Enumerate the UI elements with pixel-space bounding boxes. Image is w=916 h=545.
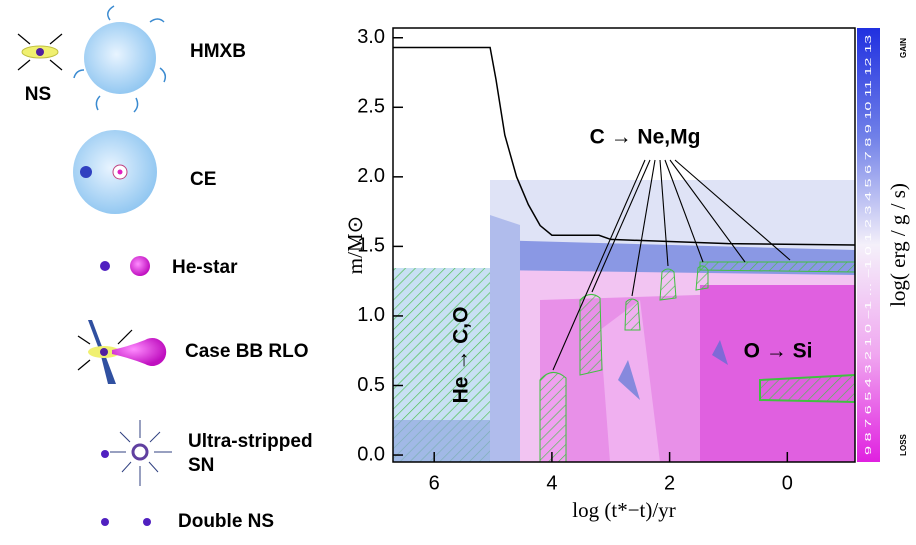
ns-label: NS bbox=[25, 84, 51, 105]
stage-label: SN bbox=[188, 455, 214, 476]
stage-label: Ultra-stripped bbox=[188, 431, 313, 452]
x-tick-label: 4 bbox=[546, 472, 557, 494]
stage-label: Double NS bbox=[178, 511, 274, 532]
shading bbox=[393, 180, 855, 462]
annotation: He → C,O bbox=[450, 307, 473, 404]
x-axis-label: log (t*−t)/yr bbox=[572, 498, 675, 522]
y-tick-label: 1.0 bbox=[357, 304, 385, 326]
y-tick-label: 0.0 bbox=[357, 443, 385, 465]
colorbar bbox=[857, 28, 880, 462]
y-tick-label: 1.5 bbox=[357, 235, 385, 257]
annotation: O → Si bbox=[744, 340, 813, 363]
colorbar-ticks: 9 8 7 6 5 4 3 2 1 0 −1 ... −1 0 1 2 3 4 … bbox=[864, 34, 873, 455]
x-tick-label: 0 bbox=[782, 472, 793, 494]
stage-label: Case BB RLO bbox=[185, 341, 309, 362]
x-tick-label: 6 bbox=[429, 472, 440, 494]
stage-label: HMXB bbox=[190, 41, 246, 62]
mass-line bbox=[393, 46, 856, 246]
y-axis-label: m/M⊙ bbox=[343, 216, 367, 274]
stage-label: He-star bbox=[172, 257, 238, 278]
cartoon bbox=[17, 5, 172, 526]
y-tick-label: 3.0 bbox=[357, 26, 385, 48]
annotation: C → Ne,Mg bbox=[590, 126, 701, 149]
y-tick-label: 0.5 bbox=[357, 374, 385, 396]
colorbar-gain: GAIN bbox=[899, 38, 908, 58]
stage-label: CE bbox=[190, 169, 216, 190]
colorbar-label: log( erg / g / s) bbox=[886, 183, 910, 307]
y-tick-label: 2.0 bbox=[357, 165, 385, 187]
colorbar-loss: LOSS bbox=[899, 433, 908, 455]
x-tick-label: 2 bbox=[664, 472, 675, 494]
y-tick-label: 2.5 bbox=[357, 96, 385, 118]
